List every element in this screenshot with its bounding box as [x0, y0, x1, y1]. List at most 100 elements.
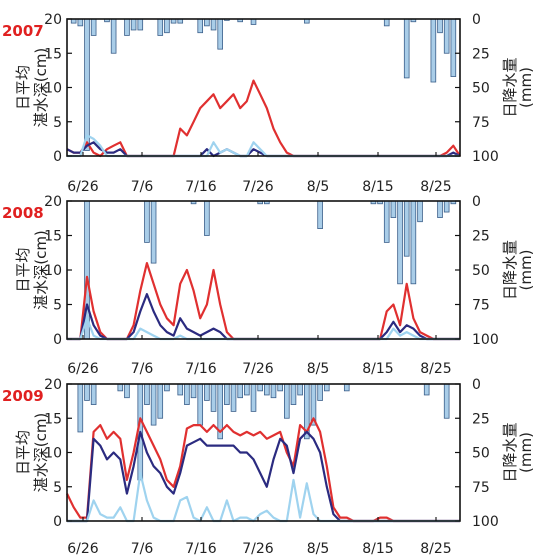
right-tick-label: 25 [472, 411, 490, 427]
left-tick-label: 20 [44, 12, 62, 28]
plot-frame [66, 383, 461, 522]
plot-frame [66, 18, 461, 157]
left-tick-label: 0 [53, 514, 62, 530]
x-tick-label: 7/26 [242, 361, 274, 377]
rain-bar [443, 200, 450, 213]
rain-bar [157, 18, 164, 36]
left-tick-label: 0 [53, 332, 62, 348]
rain-bar [164, 18, 170, 34]
rain-bar [250, 383, 257, 412]
right-axis-unit: (mm) [517, 67, 535, 108]
x-tick-label: 7/16 [185, 541, 217, 557]
year-label: 2009 [2, 387, 44, 405]
left-tick-label: 20 [44, 194, 62, 210]
left-tick-label: 5 [53, 298, 62, 314]
left-axis-label-line1: 日平均 [14, 247, 32, 292]
x-tick-label: 7/16 [185, 179, 217, 195]
rain-bar [190, 383, 197, 399]
rain-bar [403, 18, 410, 79]
left-axis-label: 日平均 湛水深(cm) [14, 48, 50, 128]
right-tick-label: 75 [472, 480, 490, 496]
x-tick-label: 8/25 [420, 541, 451, 557]
rain-bar [164, 383, 170, 392]
x-tick-label: 8/5 [307, 541, 330, 557]
left-axis-label-line1: 日平均 [14, 65, 32, 110]
left-tick-label: 15 [44, 411, 62, 427]
left-tick-label: 15 [44, 229, 62, 245]
left-tick-label: 10 [44, 81, 62, 97]
x-tick-label: 7/6 [131, 361, 154, 377]
left-tick-label: 10 [44, 263, 62, 279]
rain-bar [383, 200, 390, 243]
x-tick-label: 6/26 [67, 541, 99, 557]
left-tick-label: 5 [53, 480, 62, 496]
rain-bar [297, 383, 303, 396]
x-tick-label: 6/26 [67, 361, 99, 377]
rain-bar [403, 200, 410, 257]
year-label: 2007 [2, 22, 44, 40]
left-tick-label: 20 [44, 377, 62, 393]
right-tick-label: 25 [472, 229, 490, 245]
rain-bar [204, 200, 210, 236]
rain-bar [443, 383, 450, 419]
rain-bar [90, 383, 97, 405]
rain-bar [210, 383, 217, 412]
right-tick-label: 0 [472, 377, 481, 393]
rain-bar [197, 383, 204, 426]
rain-bar [317, 383, 323, 401]
year-label: 2008 [2, 204, 44, 222]
left-tick-label: 5 [53, 115, 62, 131]
rain-bar [144, 200, 150, 243]
rain-bar [117, 383, 124, 392]
rain-bar [130, 18, 137, 31]
right-axis-label: 日降水量(mm) [501, 57, 535, 117]
rain-bar [343, 383, 350, 392]
x-tick-label: 8/15 [362, 361, 393, 377]
rain-bar [124, 383, 130, 399]
right-axis-label-text: 日降水量 [501, 422, 519, 482]
rain-bar [323, 383, 330, 392]
rain-bar [397, 200, 403, 285]
x-tick-label: 7/26 [242, 179, 274, 195]
rain-bar [224, 383, 230, 405]
rain-bar [77, 383, 84, 433]
right-axis-unit: (mm) [517, 250, 535, 291]
x-tick-label: 7/6 [131, 179, 154, 195]
rain-bar [177, 383, 184, 396]
right-axis-label-text: 日降水量 [501, 240, 519, 300]
rain-bar [284, 383, 290, 419]
left-tick-label: 15 [44, 46, 62, 62]
right-tick-label: 25 [472, 46, 490, 62]
rain-bar [124, 18, 130, 36]
right-axis-label: 日降水量(mm) [501, 240, 535, 300]
rain-bar [150, 383, 157, 426]
right-axis-label-text: 日降水量 [501, 57, 519, 117]
x-tick-label: 8/25 [420, 179, 451, 195]
x-tick-label: 6/26 [67, 179, 99, 195]
x-tick-label: 7/16 [185, 361, 217, 377]
rain-bar [157, 383, 164, 419]
right-tick-label: 75 [472, 298, 490, 314]
rain-bar [204, 383, 210, 401]
rain-bar [277, 383, 283, 392]
rain-bar [270, 383, 277, 399]
rain-bar [244, 383, 250, 396]
rain-bar [443, 18, 450, 54]
rain-bar [184, 383, 190, 405]
rain-bar [437, 18, 443, 34]
left-axis-label: 日平均 湛水深(cm) [14, 413, 50, 493]
rain-bar [110, 18, 117, 54]
left-tick-label: 0 [53, 149, 62, 165]
rain-bar [197, 18, 204, 34]
left-axis-label-line1: 日平均 [14, 430, 32, 475]
rain-bar [264, 383, 270, 396]
rain-bar [144, 383, 150, 405]
rain-bar [430, 18, 437, 83]
right-tick-label: 100 [472, 149, 499, 165]
right-axis-unit: (mm) [517, 432, 535, 473]
left-axis-label: 日平均 湛水深(cm) [14, 230, 50, 310]
right-tick-label: 0 [472, 194, 481, 210]
rain-bar [90, 18, 97, 36]
